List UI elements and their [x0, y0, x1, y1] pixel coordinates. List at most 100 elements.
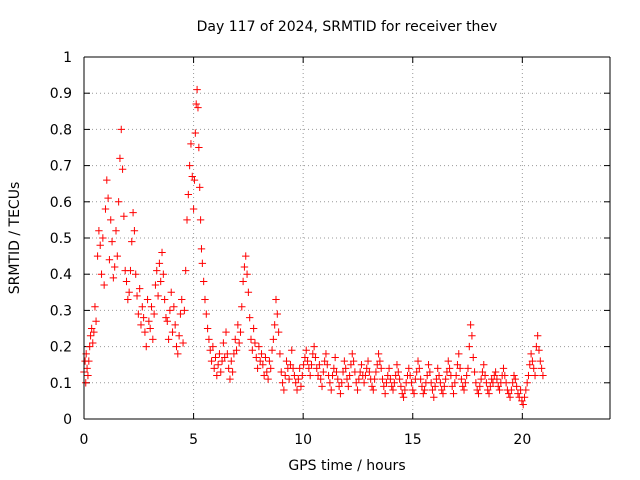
ticks-layer: 0 5 10 15 20 0 0.1 0.2 0.3 0.4 0.5 0.6 0.7 0.8 0.9 1 [50, 50, 610, 448]
data-point [215, 350, 224, 358]
data-point [528, 357, 537, 365]
data-point [255, 342, 263, 351]
data-point [95, 227, 103, 235]
axes-layer [83, 56, 611, 420]
data-point [163, 317, 171, 325]
data-point [269, 335, 278, 344]
data-point [485, 389, 493, 398]
data-point [489, 379, 497, 387]
data-point [374, 350, 383, 358]
data-point [214, 361, 222, 369]
data-point [265, 357, 274, 365]
data-point [317, 375, 325, 383]
data-point [378, 375, 387, 383]
data-point [239, 277, 247, 286]
data-point [99, 234, 107, 242]
data-point [527, 350, 535, 358]
data-point [344, 382, 353, 391]
data-point [319, 368, 328, 376]
data-point [431, 382, 439, 391]
data-point [364, 357, 372, 365]
data-point [405, 364, 413, 373]
data-point [93, 252, 102, 260]
data-point [289, 364, 297, 373]
x-tick-label: 5 [189, 432, 198, 448]
data-point [159, 270, 168, 278]
data-point [501, 371, 509, 380]
data-point [389, 386, 397, 394]
data-point [201, 295, 209, 304]
data-point [531, 371, 539, 380]
data-point [368, 382, 376, 391]
data-point [128, 237, 136, 246]
data-point [97, 270, 106, 278]
data-point [133, 292, 141, 300]
data-point [141, 328, 149, 336]
data-point [340, 357, 349, 365]
data-point [191, 129, 200, 137]
data-point [222, 328, 230, 336]
data-point [522, 386, 530, 394]
data-point [120, 212, 128, 220]
data-point [199, 277, 208, 286]
data-point [307, 361, 316, 369]
data-point [180, 306, 189, 315]
data-point [470, 368, 479, 376]
data-point [210, 364, 218, 373]
data-point [134, 310, 143, 318]
data-point [424, 361, 433, 369]
data-point [124, 295, 132, 304]
y-tick-label: 0.8 [50, 122, 72, 138]
data-point [434, 364, 442, 373]
data-point [91, 303, 99, 311]
data-point [184, 190, 193, 199]
data-point [537, 364, 546, 373]
data-point [249, 324, 258, 333]
data-point [167, 288, 175, 296]
data-point [171, 321, 179, 329]
data-point [376, 357, 384, 365]
data-point [382, 379, 391, 387]
data-point [426, 368, 434, 376]
data-point [153, 266, 161, 275]
data-point [381, 389, 389, 398]
data-point [345, 371, 354, 380]
data-point [170, 303, 178, 311]
data-point [242, 252, 250, 260]
data-point [162, 313, 170, 322]
data-point [533, 332, 542, 340]
data-point [331, 353, 339, 362]
data-point [160, 295, 169, 304]
data-point [189, 205, 198, 213]
data-point [252, 353, 260, 362]
data-point [244, 288, 253, 296]
data-point [194, 103, 202, 112]
data-point [209, 342, 217, 351]
data-point [474, 389, 483, 398]
data-point [253, 364, 262, 373]
x-tick-label: 0 [80, 432, 89, 448]
data-point [263, 368, 271, 376]
data-point [520, 393, 529, 401]
data-point [172, 342, 181, 351]
data-point [334, 375, 342, 383]
data-point [261, 353, 270, 362]
data-point [110, 263, 119, 271]
data-point [397, 382, 405, 391]
data-point [143, 295, 152, 304]
data-point [451, 379, 459, 387]
data-point [303, 357, 312, 365]
data-point [85, 342, 94, 351]
data-point [435, 371, 443, 380]
data-point [207, 357, 216, 365]
data-point [85, 357, 93, 365]
data-point [270, 321, 279, 329]
data-point [118, 165, 127, 173]
y-tick-label: 0.3 [50, 303, 72, 319]
y-tick-label: 0.1 [50, 376, 72, 392]
data-point [245, 313, 254, 322]
data-point [232, 346, 241, 354]
data-point [294, 375, 303, 383]
data-point [203, 324, 212, 333]
